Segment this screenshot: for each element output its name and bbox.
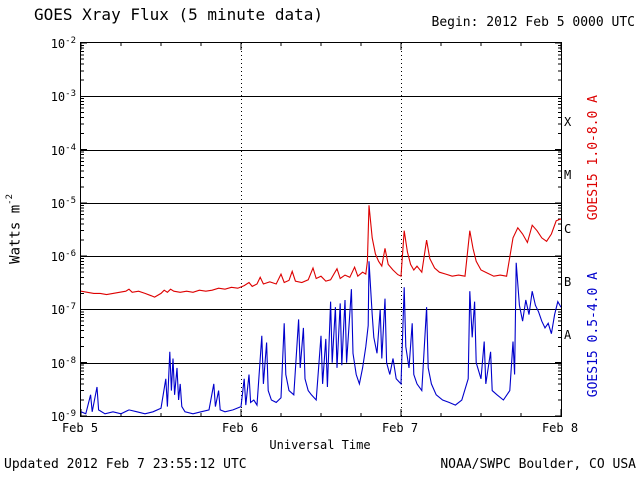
y-tick-label: 10-4: [50, 142, 76, 158]
y-tick-label: 10-6: [50, 249, 76, 265]
y-tick-label: 10-3: [50, 89, 76, 105]
y-tick-label: 10-7: [50, 302, 76, 318]
flare-class-label-x: X: [564, 114, 572, 129]
y-axis-title: Watts m-2: [4, 42, 24, 415]
y-tick-label: 10-5: [50, 195, 76, 211]
plot-area: [80, 42, 562, 417]
series-goes15-0-5-4-0-a: [81, 261, 561, 415]
y-axis-title-text: Watts m-2: [5, 194, 24, 264]
x-axis-title: Universal Time: [269, 438, 371, 452]
y-axis-title-base: Watts m: [7, 204, 24, 264]
begin-label: Begin: 2012 Feb 5 0000 UTC: [431, 15, 636, 30]
y-tick-label: 10-2: [50, 36, 76, 51]
x-tick-label: Feb 8: [541, 421, 579, 435]
plot-canvas: [81, 43, 561, 416]
right-label-short-channel: GOES15 0.5-4.0 A: [583, 250, 603, 420]
flare-class-label-m: M: [564, 168, 572, 183]
series-goes15-1-0-8-0-a: [81, 205, 561, 298]
right-label-short-text: GOES15 0.5-4.0 A: [585, 272, 601, 398]
y-tick-label: 10-9: [50, 409, 76, 424]
flare-class-label-b: B: [564, 274, 572, 289]
chart-title: GOES Xray Flux (5 minute data): [34, 5, 323, 24]
source-attribution: NOAA/SWPC Boulder, CO USA: [440, 457, 636, 472]
x-tick-label: Feb 7: [381, 421, 419, 435]
updated-timestamp: Updated 2012 Feb 7 23:55:12 UTC: [4, 457, 247, 472]
y-axis-title-exponent: -2: [4, 193, 15, 205]
x-tick-label: Feb 6: [221, 421, 259, 435]
right-label-long-text: GOES15 1.0-8.0 A: [585, 95, 601, 221]
y-tick-label: 10-8: [50, 355, 76, 371]
right-label-long-channel: GOES15 1.0-8.0 A: [583, 42, 603, 274]
flare-class-label-c: C: [564, 221, 572, 236]
flare-class-label-a: A: [564, 328, 572, 343]
x-tick-label: Feb 5: [61, 421, 99, 435]
